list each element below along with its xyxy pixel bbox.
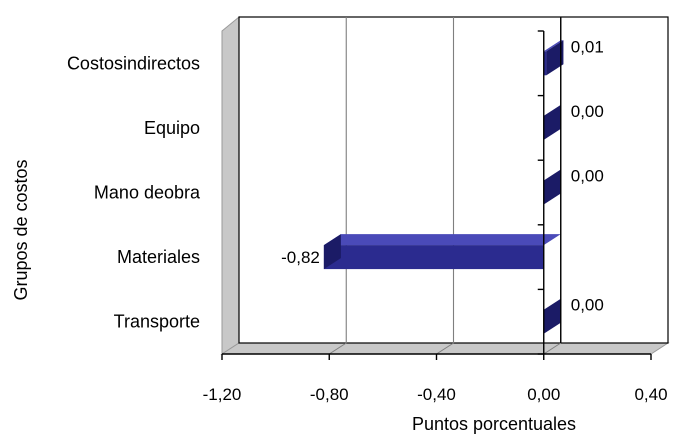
x-tick-label: -0,40 <box>417 385 456 404</box>
x-tick-label: -1,20 <box>203 385 242 404</box>
value-label: 0,01 <box>571 37 604 56</box>
bar-top-face <box>323 234 561 246</box>
value-labels: 0,01 0,00 0,00 -0,82 0,00 <box>281 37 604 314</box>
bar-front-face <box>543 51 547 76</box>
bar-top-face <box>543 40 564 52</box>
bar-end-face <box>323 234 341 270</box>
bar-end-face <box>543 298 561 334</box>
floor-gridline <box>436 342 454 355</box>
category-label: Materiales <box>117 247 200 267</box>
x-axis-title: Puntos porcentuales <box>412 414 576 434</box>
bars <box>323 40 564 334</box>
value-label: 0,00 <box>571 167 604 186</box>
floor-gridline <box>328 342 347 355</box>
x-tick-label: 0,00 <box>527 385 560 404</box>
bar-end-face <box>543 169 561 205</box>
value-label: 0,00 <box>571 296 604 315</box>
floor-gridline <box>543 342 562 355</box>
chart-left-wall <box>221 15 240 355</box>
y-axis-title: Grupos de costos <box>11 159 31 300</box>
zero-axis <box>537 17 562 355</box>
x-tick-label: -0,80 <box>310 385 349 404</box>
category-label: Mano deobra <box>94 183 201 203</box>
bar-end-face <box>543 104 561 140</box>
category-label: Costosindirectos <box>67 53 200 73</box>
x-tick-label: 0,40 <box>634 385 667 404</box>
bar-front-face <box>323 245 544 270</box>
value-label: 0,00 <box>571 102 604 121</box>
category-label: Transporte <box>114 312 200 332</box>
value-label: -0,82 <box>281 248 320 267</box>
category-labels: Costosindirectos Equipo Mano deobra Materia… <box>67 53 201 331</box>
bar-end-face <box>546 40 564 76</box>
bar-materiales <box>323 234 561 270</box>
category-label: Equipo <box>144 118 200 138</box>
bar-costos-indirectos <box>543 40 564 76</box>
x-ticks: -1,20 -0,80 -0,40 0,00 0,40 <box>203 353 668 404</box>
